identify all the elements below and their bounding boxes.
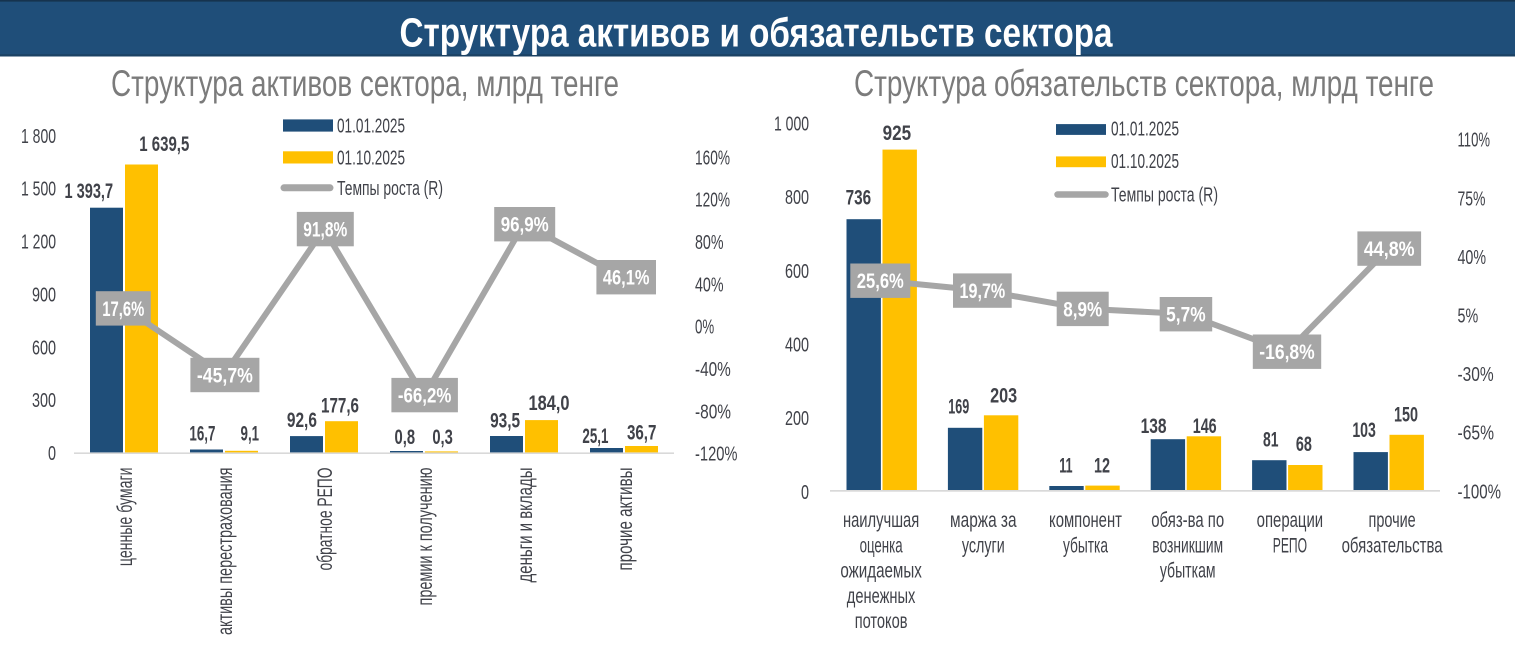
svg-text:обязательства: обязательства	[1342, 534, 1443, 557]
svg-text:РЕПО: РЕПО	[1273, 534, 1307, 557]
svg-text:1 000: 1 000	[774, 112, 809, 135]
svg-text:убытка: убытка	[1063, 534, 1108, 557]
svg-text:40%: 40%	[1458, 246, 1487, 269]
svg-text:деньги и вклады: деньги и вклады	[514, 468, 537, 583]
svg-text:операции: операции	[1257, 509, 1324, 532]
svg-text:25,1: 25,1	[582, 425, 608, 448]
svg-text:потоков: потоков	[855, 610, 908, 633]
svg-text:1 393,7: 1 393,7	[65, 180, 114, 203]
svg-text:92,6: 92,6	[287, 409, 317, 432]
svg-text:01.10.2025: 01.10.2025	[1111, 150, 1179, 173]
svg-text:01.10.2025: 01.10.2025	[337, 146, 405, 169]
svg-text:премии к получению: премии к получению	[414, 468, 437, 606]
svg-text:оценка: оценка	[860, 534, 903, 557]
svg-text:160%: 160%	[695, 146, 730, 169]
svg-text:150: 150	[1394, 403, 1418, 426]
svg-text:1 200: 1 200	[21, 231, 56, 254]
svg-text:Темпы роста (R): Темпы роста (R)	[337, 177, 443, 200]
svg-text:0: 0	[48, 442, 56, 465]
svg-text:17,6%: 17,6%	[102, 297, 144, 321]
svg-text:ценные бумаги: ценные бумаги	[114, 468, 137, 567]
svg-text:-120%: -120%	[695, 443, 738, 466]
svg-text:177,6: 177,6	[321, 395, 359, 418]
svg-text:ожидаемых: ожидаемых	[840, 560, 922, 583]
svg-text:200: 200	[785, 407, 809, 430]
svg-text:900: 900	[32, 284, 56, 307]
svg-text:Темпы роста (R): Темпы роста (R)	[1111, 184, 1218, 207]
svg-text:736: 736	[846, 186, 872, 209]
svg-text:36,7: 36,7	[627, 421, 657, 444]
svg-text:Структура обязательств сектора: Структура обязательств сектора, млрд тен…	[854, 62, 1434, 104]
svg-text:-65%: -65%	[1458, 422, 1495, 445]
svg-text:5%: 5%	[1458, 305, 1479, 328]
svg-text:800: 800	[785, 186, 809, 209]
svg-text:16,7: 16,7	[189, 423, 215, 446]
svg-text:01.01.2025: 01.01.2025	[337, 115, 405, 138]
svg-text:184,0: 184,0	[529, 392, 570, 415]
svg-text:-80%: -80%	[695, 400, 731, 423]
svg-text:компонент: компонент	[1049, 509, 1122, 532]
svg-text:400: 400	[785, 333, 809, 356]
svg-text:обяз-ва по: обяз-ва по	[1151, 509, 1224, 532]
svg-text:прочие: прочие	[1369, 509, 1416, 532]
svg-text:600: 600	[785, 260, 809, 283]
svg-text:5,7%: 5,7%	[1166, 303, 1206, 327]
svg-text:300: 300	[32, 389, 56, 412]
svg-text:убыткам: убыткам	[1160, 560, 1216, 583]
svg-text:19,7%: 19,7%	[960, 279, 1006, 303]
svg-text:0: 0	[801, 481, 809, 504]
svg-text:-40%: -40%	[695, 358, 731, 381]
svg-text:93,5: 93,5	[490, 410, 520, 433]
svg-text:80%: 80%	[695, 231, 724, 254]
svg-text:75%: 75%	[1458, 187, 1486, 210]
svg-text:25,6%: 25,6%	[857, 269, 904, 293]
svg-text:-30%: -30%	[1458, 363, 1494, 386]
svg-text:96,9%: 96,9%	[501, 213, 549, 237]
svg-text:169: 169	[948, 396, 969, 419]
svg-text:-66,2%: -66,2%	[398, 384, 452, 408]
svg-text:возникшим: возникшим	[1152, 534, 1223, 557]
svg-text:-16,8%: -16,8%	[1259, 340, 1314, 364]
svg-text:1 800: 1 800	[21, 125, 56, 148]
svg-text:-100%: -100%	[1458, 480, 1502, 503]
svg-text:0%: 0%	[695, 316, 714, 339]
svg-text:203: 203	[990, 385, 1017, 408]
svg-text:925: 925	[883, 122, 912, 145]
svg-text:Структура активов и обязательс: Структура активов и обязательств сектора	[400, 10, 1114, 56]
svg-text:12: 12	[1094, 455, 1110, 478]
svg-text:40%: 40%	[695, 273, 724, 296]
svg-text:0,8: 0,8	[395, 426, 416, 449]
svg-text:денежных: денежных	[847, 585, 916, 608]
svg-text:600: 600	[32, 336, 56, 359]
svg-text:1 639,5: 1 639,5	[139, 133, 189, 156]
svg-text:120%: 120%	[695, 189, 730, 212]
svg-text:активы перестрахования: активы перестрахования	[214, 468, 237, 636]
svg-text:прочие активы: прочие активы	[614, 468, 637, 571]
svg-text:110%: 110%	[1458, 129, 1491, 152]
svg-text:11: 11	[1059, 455, 1073, 478]
svg-text:46,1%: 46,1%	[603, 266, 650, 290]
svg-text:01.01.2025: 01.01.2025	[1111, 118, 1179, 141]
svg-text:-45,7%: -45,7%	[197, 364, 253, 388]
svg-text:наилучшая: наилучшая	[843, 509, 919, 532]
svg-text:0,3: 0,3	[432, 426, 453, 449]
svg-text:81: 81	[1263, 429, 1279, 452]
svg-text:9,1: 9,1	[241, 423, 260, 446]
svg-text:68: 68	[1296, 433, 1312, 456]
svg-text:91,8%: 91,8%	[303, 218, 347, 242]
svg-text:138: 138	[1141, 415, 1167, 438]
svg-text:1 500: 1 500	[21, 178, 56, 201]
svg-text:маржа за: маржа за	[950, 509, 1017, 532]
svg-text:103: 103	[1352, 419, 1376, 442]
svg-text:8,9%: 8,9%	[1063, 297, 1102, 321]
svg-text:146: 146	[1193, 415, 1217, 438]
svg-text:обратное РЕПО: обратное РЕПО	[314, 468, 337, 571]
svg-text:44,8%: 44,8%	[1364, 237, 1415, 261]
svg-text:услуги: услуги	[962, 534, 1005, 557]
svg-text:Структура активов сектора, млр: Структура активов сектора, млрд тенге	[111, 62, 619, 104]
